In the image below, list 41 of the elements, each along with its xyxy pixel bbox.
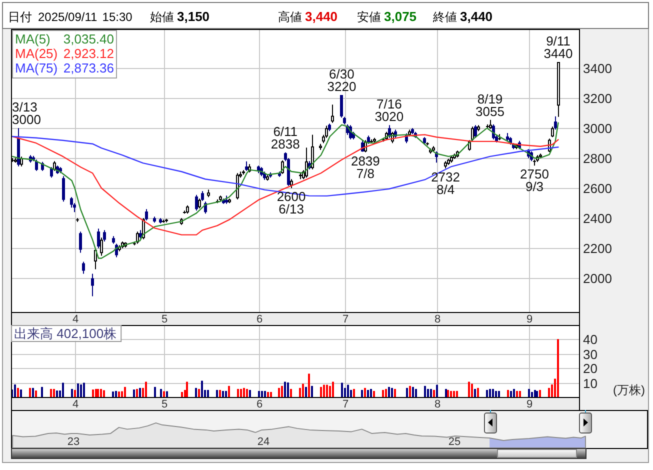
annotation: 6/30 3220 xyxy=(327,66,356,94)
y-tick-label: 10 xyxy=(583,376,598,391)
y-axis-title: (万株) xyxy=(613,383,645,397)
x-tick-label: 24 xyxy=(257,436,270,448)
y-tick-label: 2600 xyxy=(583,181,612,196)
chart-title: 出来高 402,100株 xyxy=(14,326,117,341)
x-tick-label: 9 xyxy=(526,314,533,326)
x-tick-label: 4 xyxy=(72,314,79,326)
annotation: 2732 8/4 xyxy=(431,169,460,197)
annotation: 2750 9/3 xyxy=(520,166,549,194)
chart-title: 日付 2025/09/11 15:30 始値 3,150 高値 3,440 安値 3,075 終値 3,440 xyxy=(8,9,493,24)
x-tick-label: 8 xyxy=(434,314,441,326)
x-tick-label: 8 xyxy=(434,398,441,410)
y-tick-label: 3200 xyxy=(583,91,612,106)
annotation: 2839 7/8 xyxy=(350,153,380,181)
annotation: 9/11 3440 xyxy=(544,34,573,62)
y-tick-label: 3000 xyxy=(583,121,612,136)
y-tick-label: 40 xyxy=(583,332,598,347)
legend: MA(5) 3,035.40 MA(25) 2,923.12 MA(75) 2,873.36 xyxy=(12,30,117,78)
x-tick-label: 7 xyxy=(342,398,349,410)
x-tick-label: 5 xyxy=(161,398,168,410)
x-tick-label: 25 xyxy=(448,436,461,448)
x-tick-label: 9 xyxy=(526,398,533,410)
x-tick-label: 6 xyxy=(256,398,263,410)
x-tick-label: 6 xyxy=(256,314,263,326)
y-tick-label: 2400 xyxy=(583,211,612,226)
annotation: 7/16 3020 xyxy=(374,96,404,124)
annotation: 2600 6/13 xyxy=(276,189,306,217)
x-tick-label: 23 xyxy=(67,436,80,448)
y-tick-label: 2800 xyxy=(583,151,612,166)
annotation: 6/11 2838 xyxy=(270,124,300,152)
annotation: 3/13 3000 xyxy=(12,100,41,128)
y-tick-label: 20 xyxy=(583,361,598,376)
y-tick-label: 2000 xyxy=(583,271,612,286)
x-tick-label: 5 xyxy=(161,314,168,326)
x-tick-label: 4 xyxy=(72,398,79,410)
y-tick-label: 30 xyxy=(583,347,598,362)
annotation: 8/19 3055 xyxy=(476,91,504,119)
y-tick-label: 2200 xyxy=(583,241,612,256)
x-tick-label: 7 xyxy=(342,314,349,326)
y-tick-label: 3400 xyxy=(583,61,612,76)
